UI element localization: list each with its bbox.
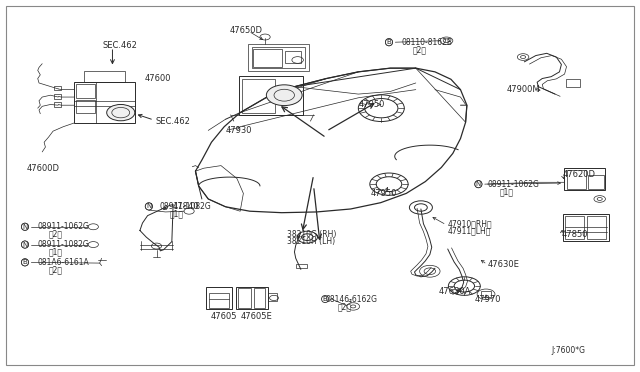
Bar [566,170,586,189]
Text: 47950: 47950 [358,100,385,109]
Bar [268,293,276,301]
Bar [565,216,584,239]
Text: 47910（RH）: 47910（RH） [448,219,492,228]
Text: B: B [387,39,391,45]
Text: （1）: （1） [49,247,63,256]
Text: SEC.462: SEC.462 [156,117,191,126]
Text: 47840: 47840 [173,202,200,211]
Text: B: B [22,259,28,265]
Bar [236,287,268,309]
Bar [209,293,229,308]
Text: 38210G (RH): 38210G (RH) [287,230,336,240]
Text: 47970: 47970 [474,295,501,304]
Text: N: N [22,241,28,247]
Text: 08911-1082G: 08911-1082G [38,240,90,249]
Text: 47650D: 47650D [229,26,262,35]
Bar [252,46,305,68]
Bar [84,71,125,82]
Text: 08146-6162G: 08146-6162G [325,295,377,304]
Text: 47900M: 47900M [507,85,541,94]
Text: N: N [22,224,28,230]
Bar [481,291,491,297]
Bar [566,78,580,87]
Text: N: N [22,241,28,247]
Text: J:7600*G: J:7600*G [551,346,585,355]
Text: 08110-8162B: 08110-8162B [402,38,452,47]
Circle shape [266,85,302,106]
Bar [253,49,282,67]
Circle shape [107,105,135,121]
Text: N: N [22,224,28,230]
Bar [588,175,604,189]
Text: （2）: （2） [413,45,427,54]
Text: 47930: 47930 [225,126,252,135]
Bar [206,287,232,309]
Text: （1）: （1） [170,209,184,218]
Text: 47630A: 47630A [438,287,470,296]
Text: 08911-1082G: 08911-1082G [159,202,211,211]
Bar [587,216,606,239]
Bar [74,82,135,123]
Bar [54,86,61,90]
Text: 47950: 47950 [371,189,397,198]
Bar [242,78,275,113]
Text: 47911（LH）: 47911（LH） [448,227,491,236]
Text: （2）: （2） [338,302,352,311]
Text: （1）: （1） [500,187,514,196]
Text: 47630E: 47630E [487,260,519,269]
Text: 47605: 47605 [210,312,237,321]
Bar [248,44,308,71]
Text: （2）: （2） [49,230,63,239]
Bar [296,264,307,268]
Text: 38210H (LH): 38210H (LH) [287,237,335,246]
Text: 081A6-6161A: 081A6-6161A [38,258,90,267]
Text: N: N [146,203,152,209]
Bar [239,76,303,115]
Bar [253,288,265,308]
Bar [563,214,609,241]
Text: 47600: 47600 [145,74,171,83]
Text: B: B [323,296,328,302]
Bar [564,168,605,190]
Text: 47605E: 47605E [241,312,273,321]
Bar [285,51,301,63]
Bar [54,94,61,99]
Bar [54,102,61,107]
Bar [238,288,251,308]
Bar [76,100,95,113]
Text: （2）: （2） [49,265,63,274]
Text: N: N [476,181,481,187]
Text: 08911-1062G: 08911-1062G [487,180,539,189]
Text: 08911-1062G: 08911-1062G [38,222,90,231]
Bar [76,84,95,98]
Text: 47850: 47850 [561,230,588,240]
Text: B: B [22,259,28,265]
Text: N: N [476,181,481,187]
Text: SEC.462: SEC.462 [103,41,138,50]
Text: N: N [146,203,152,209]
Text: 47620D: 47620D [563,170,596,179]
Text: 47600D: 47600D [26,164,60,173]
Text: B: B [387,39,391,45]
